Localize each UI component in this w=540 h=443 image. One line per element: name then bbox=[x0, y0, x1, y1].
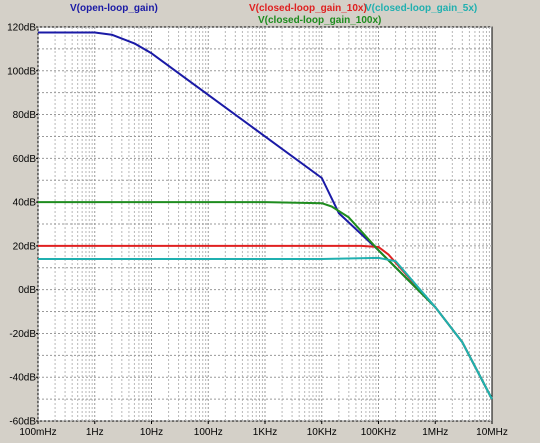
x-tick-label: 10KHz bbox=[307, 427, 337, 438]
legend-open-loop-gain: V(open-loop_gain) bbox=[70, 3, 158, 14]
y-tick-label: -60dB bbox=[9, 417, 36, 428]
x-tick-label: 1KHz bbox=[253, 427, 277, 438]
legend-closed-loop-gain-100x: V(closed-loop_gain_100x) bbox=[258, 15, 381, 26]
y-tick-label: 40dB bbox=[13, 198, 37, 209]
legend: V(open-loop_gain) V(closed-loop_gain_10x… bbox=[70, 3, 477, 26]
x-tick-label: 100mHz bbox=[19, 427, 56, 438]
legend-closed-loop-gain-10x: V(closed-loop_gain_10x) bbox=[249, 3, 367, 14]
y-tick-label: 120dB bbox=[7, 23, 36, 34]
grid bbox=[37, 26, 492, 422]
x-tick-label: 1Hz bbox=[86, 427, 104, 438]
legend-closed-loop-gain-5x: V(closed-loop_gain_5x) bbox=[365, 3, 477, 14]
series-line-3 bbox=[38, 256, 493, 400]
y-tick-label: 100dB bbox=[7, 66, 36, 77]
y-tick-label: 20dB bbox=[13, 241, 37, 252]
series-lines bbox=[38, 31, 493, 400]
axis-ticks: 100mHz 1Hz 10Hz 100Hz 1KHz 10KHz 100KHz 1MHz 10M… bbox=[7, 23, 508, 439]
x-tick-label: 100KHz bbox=[361, 427, 397, 438]
x-tick-label: 1MHz bbox=[422, 427, 448, 438]
y-tick-label: -40dB bbox=[9, 373, 36, 384]
x-tick-label: 10Hz bbox=[140, 427, 163, 438]
y-tick-label: 80dB bbox=[13, 110, 37, 121]
x-tick-label: 100Hz bbox=[194, 427, 223, 438]
y-tick-label: -20dB bbox=[9, 329, 36, 340]
x-tick-label: 10MHz bbox=[476, 427, 508, 438]
y-tick-label: 60dB bbox=[13, 154, 37, 165]
y-tick-label: 0dB bbox=[18, 285, 36, 296]
